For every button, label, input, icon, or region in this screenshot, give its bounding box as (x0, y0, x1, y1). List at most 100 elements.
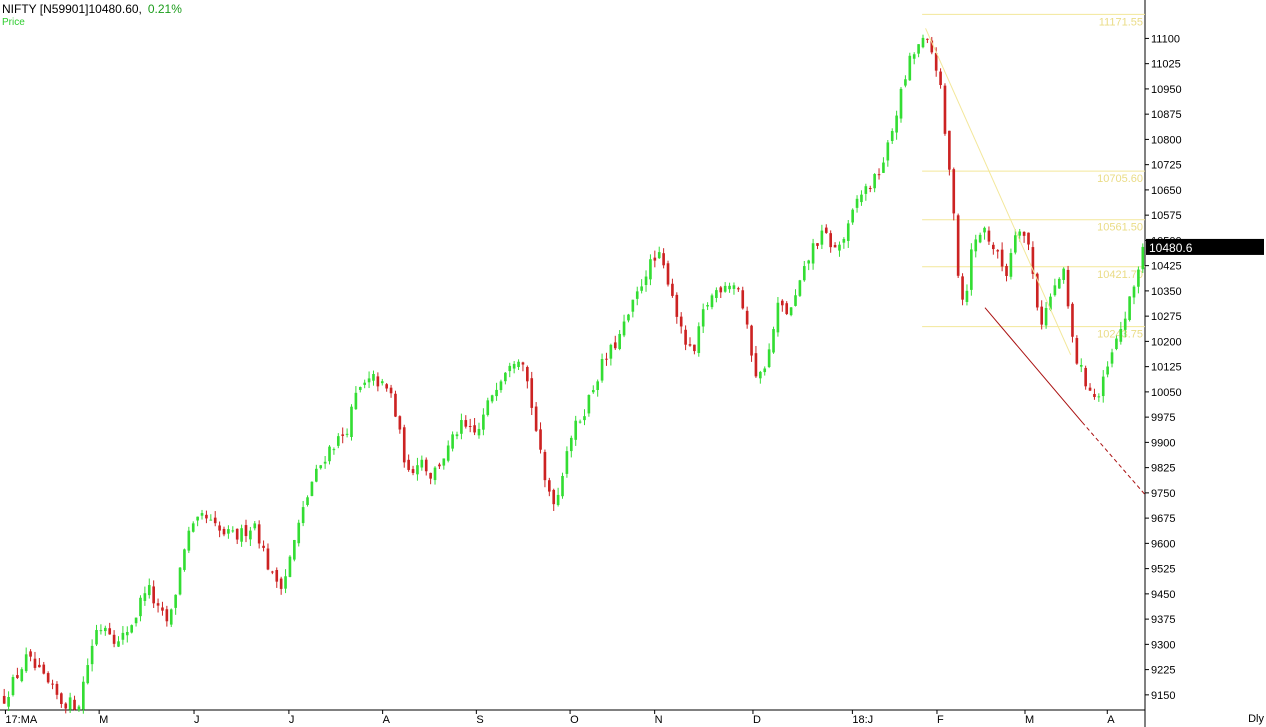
candle-body (715, 290, 718, 298)
candle-body (974, 239, 978, 252)
candle-body (600, 359, 604, 381)
y-tick-label: 9900 (1151, 437, 1175, 449)
candle-body (521, 362, 525, 365)
candle-body (855, 198, 859, 208)
y-tick-label: 9375 (1151, 614, 1175, 626)
candle-body (55, 683, 59, 695)
candle-body (442, 458, 446, 466)
candle-body (1022, 231, 1026, 236)
candle-body (860, 194, 863, 203)
candle-body (816, 243, 819, 246)
candle-body (380, 381, 384, 384)
candle-body (627, 314, 630, 321)
candle-body (640, 286, 643, 291)
y-tick-label: 10950 (1151, 84, 1182, 96)
candle-body (539, 429, 542, 450)
candle-body (332, 449, 336, 451)
candle-body (130, 625, 134, 633)
candle-body (543, 451, 547, 481)
candle-body (196, 516, 199, 521)
candle-body (301, 507, 305, 524)
candle-body (139, 597, 142, 617)
candle-body (1062, 268, 1065, 280)
candle-body (965, 290, 969, 302)
candle-body (530, 378, 534, 408)
y-tick-label: 9300 (1151, 639, 1175, 651)
y-tick-label: 9825 (1151, 463, 1175, 475)
candle-body (1000, 249, 1004, 267)
candle-body (904, 79, 907, 86)
candle-body (605, 358, 608, 360)
candle-body (561, 475, 564, 497)
candle-body (222, 528, 226, 535)
candle-body (108, 628, 112, 635)
candle-body (293, 539, 296, 560)
candle-body (253, 523, 257, 529)
candle-body (526, 367, 529, 382)
candle-body (249, 530, 252, 540)
y-tick-label: 9600 (1151, 538, 1175, 550)
candle-body (899, 88, 903, 119)
candle-body (103, 627, 107, 632)
y-tick-label: 9525 (1151, 564, 1175, 576)
candle-body (789, 307, 793, 316)
candle-body (798, 280, 802, 296)
candle-body (996, 250, 1000, 252)
candle-body (433, 467, 437, 481)
candle-body (833, 245, 837, 248)
fib-level-label: 10561.50 (1097, 222, 1143, 234)
candle-body (1132, 286, 1136, 298)
candle-body (156, 603, 160, 606)
candle-body (939, 71, 942, 86)
candle-body (776, 302, 780, 333)
candle-body (1031, 247, 1035, 274)
candle-body (95, 630, 98, 645)
candle-body (978, 234, 982, 243)
candle-body (952, 169, 956, 214)
candle-body (737, 288, 740, 290)
candle-body (517, 361, 520, 368)
symbol-label: NIFTY [N59901] (2, 2, 89, 16)
candle-body (455, 434, 459, 437)
candle-body (288, 556, 292, 577)
x-tick-label: J (194, 714, 200, 726)
candle-body (350, 406, 353, 437)
candle-body (873, 174, 876, 189)
y-tick-label: 9750 (1151, 488, 1175, 500)
y-tick-label: 10050 (1151, 387, 1182, 399)
candle-body (354, 392, 358, 410)
candle-body (1071, 303, 1074, 337)
candle-body (649, 259, 652, 280)
candle-body (697, 326, 701, 354)
candle-body (1053, 285, 1057, 296)
y-tick-label: 10275 (1151, 311, 1182, 323)
candle-body (802, 266, 806, 281)
candle-body (1101, 376, 1105, 397)
x-tick-label: M (1025, 714, 1034, 726)
candle-body (407, 459, 410, 470)
candle-body (970, 249, 973, 290)
candle-body (271, 571, 274, 573)
candle-body (495, 389, 498, 397)
x-tick-label: 18:J (852, 714, 873, 726)
candle-body (917, 44, 920, 54)
candle-body (613, 342, 617, 349)
y-tick-label: 9150 (1151, 690, 1175, 702)
candle-body (666, 263, 670, 285)
candle-body (11, 677, 15, 696)
candle-body (112, 634, 116, 644)
candle-body (556, 494, 560, 505)
period-label[interactable]: Dly (1248, 713, 1264, 725)
candle-body (644, 276, 648, 285)
y-tick-label: 11100 (1151, 33, 1180, 45)
candle-body (1009, 253, 1013, 277)
x-tick-label: O (570, 714, 579, 726)
candle-body (169, 609, 173, 625)
x-tick-label: A (383, 714, 391, 726)
candle-body (548, 480, 551, 492)
y-tick-label: 10125 (1151, 362, 1182, 374)
y-tick-label: 10575 (1151, 210, 1182, 222)
candle-body (930, 40, 934, 53)
candle-body (728, 285, 731, 290)
